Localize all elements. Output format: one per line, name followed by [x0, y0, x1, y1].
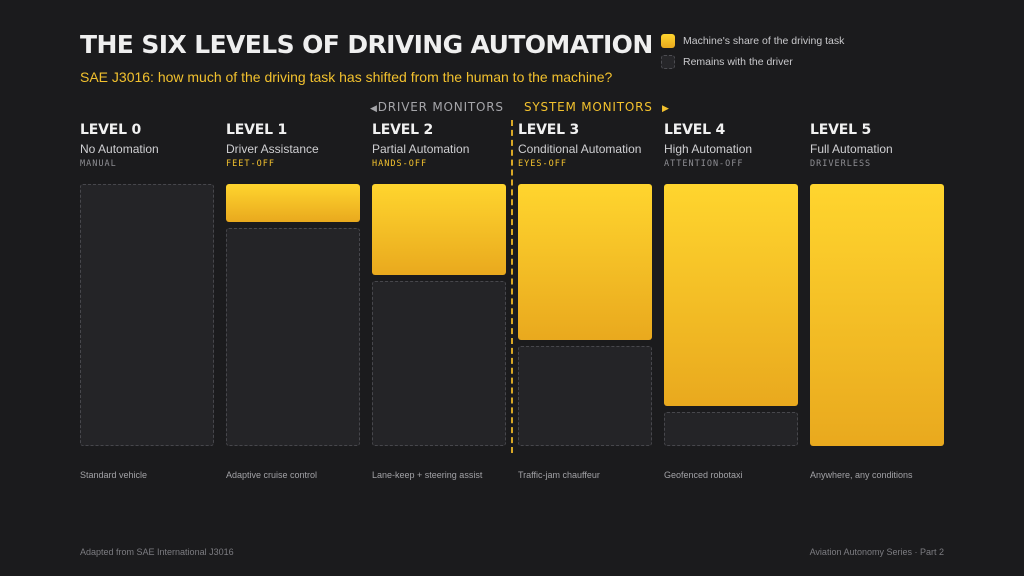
level-tag: ATTENTION-OFF	[664, 159, 744, 169]
level-example: Geofenced robotaxi	[664, 470, 743, 480]
level-description: Conditional Automation	[518, 142, 642, 156]
level-bar-1	[226, 184, 360, 446]
machine-swatch-icon	[661, 34, 675, 48]
level-header-1: LEVEL 1 Driver Assistance FEET-OFF	[226, 122, 360, 169]
legend-label-machine: Machine's share of the driving task	[683, 35, 845, 47]
footer-series: Aviation Autonomy Series · Part 2	[809, 547, 944, 557]
machine-share-bar	[226, 184, 360, 222]
level-bar-5	[810, 184, 944, 446]
arrow-right-icon: ▶	[661, 104, 670, 114]
level-name: LEVEL 0	[80, 122, 142, 138]
monitoring-divider	[511, 120, 513, 453]
level-bar-0	[80, 184, 214, 446]
level-tag: FEET-OFF	[226, 159, 275, 169]
legend: Machine's share of the driving task Rema…	[661, 33, 844, 75]
level-header-0: LEVEL 0 No Automation MANUAL	[80, 122, 214, 169]
driver-monitors-text: DRIVER MONITORS	[377, 100, 504, 114]
driver-swatch-icon	[661, 55, 675, 69]
level-example: Traffic-jam chauffeur	[518, 470, 600, 480]
level-name: LEVEL 4	[664, 122, 726, 138]
machine-share-bar	[372, 184, 506, 275]
level-name: LEVEL 3	[518, 122, 580, 138]
system-monitors-label: SYSTEM MONITORS ▶	[524, 100, 670, 114]
machine-share-bar	[664, 184, 798, 406]
level-tag: HANDS-OFF	[372, 159, 428, 169]
arrow-left-icon: ◀	[370, 104, 378, 114]
level-header-4: LEVEL 4 High Automation ATTENTION-OFF	[664, 122, 798, 169]
level-bar-2	[372, 184, 506, 446]
driver-share-bar	[372, 281, 506, 446]
system-monitors-text: SYSTEM MONITORS	[524, 100, 653, 114]
driver-share-bar	[80, 184, 214, 446]
level-example: Lane-keep + steering assist	[372, 470, 483, 480]
level-name: LEVEL 1	[226, 122, 288, 138]
level-description: No Automation	[80, 142, 159, 156]
driver-share-bar	[518, 346, 652, 446]
machine-share-bar	[810, 184, 944, 446]
legend-item-machine: Machine's share of the driving task	[661, 33, 844, 49]
level-tag: EYES-OFF	[518, 159, 567, 169]
level-header-3: LEVEL 3 Conditional Automation EYES-OFF	[518, 122, 652, 169]
level-header-2: LEVEL 2 Partial Automation HANDS-OFF	[372, 122, 506, 169]
driver-share-bar	[226, 228, 360, 446]
page-subtitle: SAE J3016: how much of the driving task …	[80, 69, 613, 85]
driver-monitors-label: ◀DRIVER MONITORS	[370, 100, 504, 114]
level-example: Anywhere, any conditions	[810, 470, 913, 480]
level-bar-4	[664, 184, 798, 446]
level-tag: MANUAL	[80, 159, 117, 169]
footer-source: Adapted from SAE International J3016	[80, 547, 234, 557]
level-header-5: LEVEL 5 Full Automation DRIVERLESS	[810, 122, 944, 169]
level-bar-3	[518, 184, 652, 446]
level-description: High Automation	[664, 142, 753, 156]
level-name: LEVEL 5	[810, 122, 872, 138]
level-example: Standard vehicle	[80, 470, 148, 480]
level-example: Adaptive cruise control	[226, 470, 318, 480]
level-name: LEVEL 2	[372, 122, 434, 138]
level-description: Driver Assistance	[226, 142, 319, 156]
level-description: Full Automation	[810, 142, 893, 156]
level-description: Partial Automation	[372, 142, 470, 156]
driver-share-bar	[664, 412, 798, 446]
machine-share-bar	[518, 184, 652, 340]
level-tag: DRIVERLESS	[810, 159, 872, 169]
legend-label-driver: Remains with the driver	[683, 56, 793, 68]
page-title: THE SIX LEVELS OF DRIVING AUTOMATION	[80, 30, 653, 59]
legend-item-driver: Remains with the driver	[661, 54, 844, 70]
